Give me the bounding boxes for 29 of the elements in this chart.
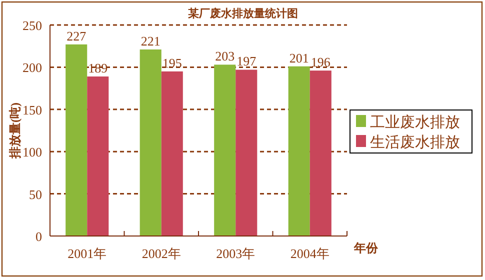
y-axis-title: 排放量(吨) xyxy=(8,102,22,160)
data-label: 221 xyxy=(140,33,160,48)
x-axis-title: 年份 xyxy=(353,241,379,255)
chart-title: 某厂废水排放量统计图 xyxy=(187,7,298,20)
bar xyxy=(140,49,162,236)
y-tick-label: 250 xyxy=(22,18,42,33)
data-label: 196 xyxy=(310,54,331,70)
x-tick-label: 2003年 xyxy=(216,246,256,261)
data-label: 227 xyxy=(66,28,87,44)
x-tick-label: 2004年 xyxy=(290,246,330,261)
x-tick-label: 2002年 xyxy=(142,246,181,261)
legend-label: 工业废水排放 xyxy=(370,114,460,131)
bar xyxy=(236,70,258,236)
legend-label: 生活废水排放 xyxy=(370,134,460,151)
bar xyxy=(161,71,183,236)
y-tick-label: 50 xyxy=(29,186,42,202)
data-label: 203 xyxy=(215,48,235,64)
x-tick-label: 2001年 xyxy=(68,246,107,261)
data-label: 197 xyxy=(236,54,257,69)
y-tick-label: 150 xyxy=(22,102,42,118)
bar xyxy=(310,70,332,236)
bar xyxy=(66,44,88,236)
y-tick-label: 200 xyxy=(22,60,42,76)
y-tick-label: 100 xyxy=(22,144,42,160)
bar xyxy=(288,66,310,236)
data-label: 201 xyxy=(289,50,309,66)
y-tick-label: 0 xyxy=(36,229,42,244)
bar xyxy=(214,64,236,236)
bar xyxy=(87,76,109,236)
